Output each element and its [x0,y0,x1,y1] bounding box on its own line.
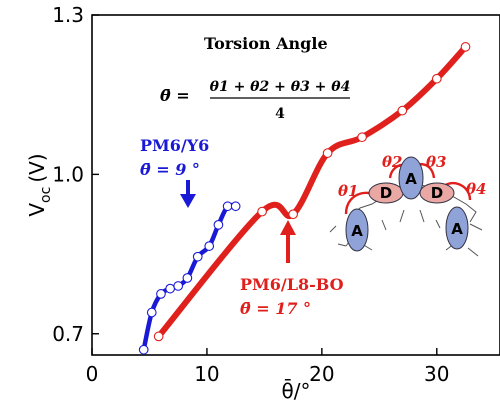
l8-label: PM6/L8-BO [240,275,344,294]
data-point-pm6-y6 [204,241,215,251]
donor-label-right: D [431,184,443,202]
data-point-pm6-y6 [165,283,176,294]
data-point-pm6-l8-bo [460,42,471,52]
x-tick-label: 10 [194,362,219,386]
y-tick-label: 1.3 [52,3,84,27]
formula-denominator: 4 [275,106,285,122]
l8-arrow [280,220,296,263]
data-point-pm6-l8-bo [257,206,267,217]
data-point-pm6-l8-bo [288,209,298,220]
y-tick-label: 1.0 [52,162,84,186]
data-point-pm6-y6 [146,307,157,318]
x-tick-label: 20 [309,362,334,386]
x-tick-label: 0 [86,362,99,386]
y-axis-label: Voc(V) [25,153,54,216]
donor-ellipse-right [419,182,455,204]
acceptor-label-right: A [451,220,463,238]
y-axis-label-sub: oc [38,187,54,203]
acceptor-ellipse-center [398,156,424,200]
data-point-pm6-y6 [222,201,233,212]
plot-frame [91,14,500,356]
molecule-inset: A D A D A θ1 θ2 θ3 θ4 [329,153,486,257]
formula-numerator: θ1 + θ2 + θ3 + θ4 [210,79,351,95]
theta-1-label: θ1 [338,182,358,200]
theta-4-label: θ4 [466,180,486,198]
theta-3-label: θ3 [426,153,446,171]
data-point-pm6-l8-bo [397,105,408,116]
acceptor-label-center: A [405,170,417,188]
y-tick-label: 0.7 [52,322,84,346]
acceptor-ellipse-left [345,208,369,252]
acceptor-ellipse-right [445,206,469,250]
data-point-pm6-y6 [213,219,224,230]
data-point-pm6-y6 [230,201,241,212]
formula-lhs: θ̄ = [160,86,190,105]
series-layer [138,42,471,355]
y-axis-label-unit: (V) [25,153,49,182]
data-point-pm6-y6 [138,344,149,355]
y6-arrow [180,180,196,208]
data-point-pm6-y6 [182,273,193,283]
l8-angle-label: θ̄ = 17 ° [240,299,311,318]
y-axis-ticks: 0.7 1.0 1.3 [52,3,99,346]
acceptor-label-left: A [351,222,363,240]
data-point-pm6-y6 [156,289,166,299]
torsion-title: Torsion Angle [204,34,328,53]
x-axis-ticks: 0 10 20 30 [86,348,450,386]
y6-angle-label: θ̄ = 9 ° [140,160,200,179]
data-point-pm6-l8-bo [357,132,367,143]
x-tick-label: 30 [424,362,449,386]
data-point-pm6-y6 [192,251,203,262]
data-point-pm6-y6 [173,281,184,291]
y6-label: PM6/Y6 [140,136,209,155]
donor-label-left: D [380,184,392,202]
data-point-pm6-l8-bo [322,148,333,158]
x-axis-label: θ̄/° [282,378,311,403]
data-point-pm6-l8-bo [431,73,442,84]
data-point-pm6-l8-bo [153,331,164,342]
theta-2-label: θ2 [382,153,402,171]
